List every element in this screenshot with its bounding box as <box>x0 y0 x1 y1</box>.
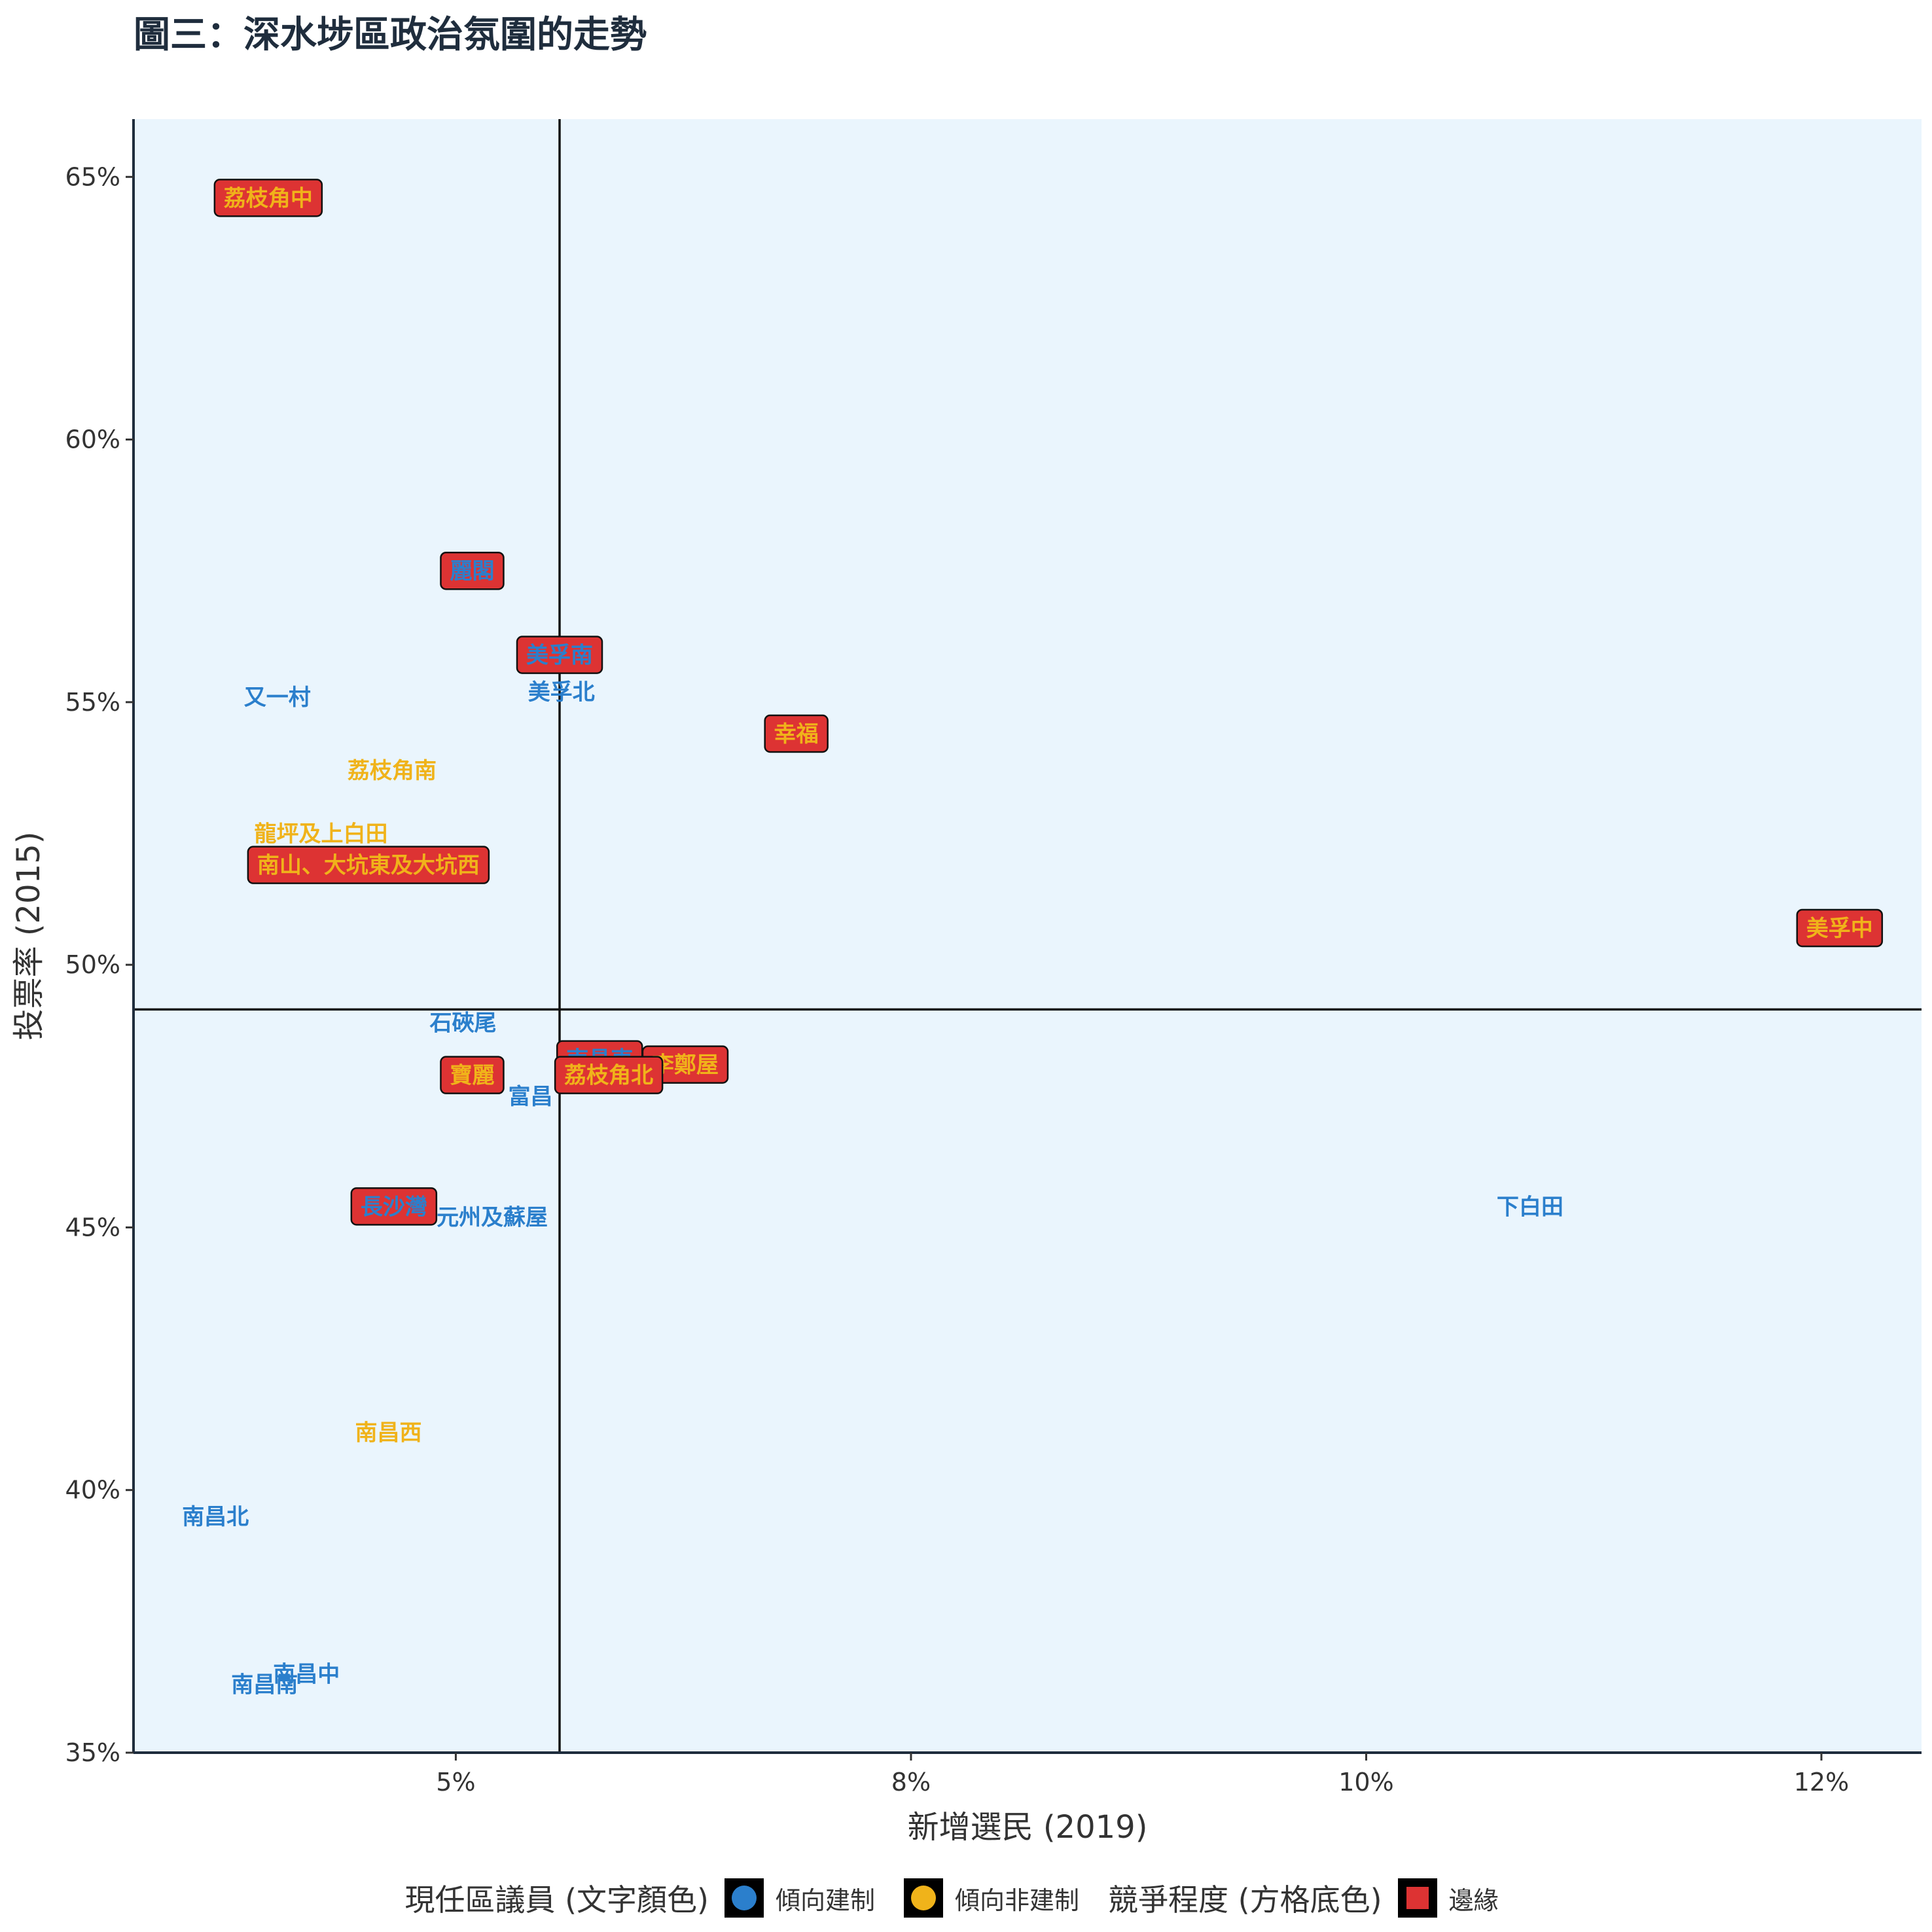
y-tick-label: 40% <box>65 1476 120 1505</box>
point-label: 南昌北 <box>182 1504 249 1530</box>
data-point: 富昌 <box>508 1084 552 1110</box>
x-axis-ticks: 5% 8% 10% 12% <box>436 1753 1849 1797</box>
legend-dot-icon <box>731 1886 757 1910</box>
data-point: 元州及蘇屋 <box>437 1204 548 1230</box>
axes <box>132 119 1922 1754</box>
data-point: 荔枝角南 <box>348 758 437 784</box>
y-tick-label: 50% <box>65 950 120 979</box>
marginal-box <box>247 846 490 884</box>
point-label: 龍坪及上白田 <box>255 821 388 847</box>
y-axis-ticks: 35% 40% 45% 50% 55% 60% 65% <box>65 162 134 1767</box>
x-tick-label: 12% <box>1794 1768 1849 1797</box>
y-tick-label: 65% <box>65 162 120 191</box>
y-tick-label: 55% <box>65 688 120 717</box>
legend-competition-title: 競爭程度 (方格底色) <box>1108 1882 1382 1918</box>
legend-label-marginal: 邊緣 <box>1448 1886 1499 1915</box>
legend-dot-icon <box>910 1886 936 1910</box>
point-label: 南山、大坑東及大坑西 <box>257 853 480 879</box>
point-label: 荔枝角中 <box>224 185 313 211</box>
data-point: 又一村 <box>244 685 311 711</box>
data-point: 美孚北 <box>528 679 595 706</box>
y-tick-label: 45% <box>65 1213 120 1242</box>
marginal-box <box>764 714 829 753</box>
chart-title: 圖三：深水埗區政治氛圍的走勢 <box>134 14 647 56</box>
legend-square-icon <box>1406 1887 1429 1909</box>
data-point: 南昌南 <box>231 1672 298 1698</box>
point-label: 南昌西 <box>355 1420 421 1446</box>
point-label: 石硤尾 <box>429 1010 497 1036</box>
data-point: 南昌西 <box>355 1420 421 1446</box>
point-label: 美孚北 <box>528 679 595 706</box>
x-axis-title: 新增選民 (2019) <box>908 1809 1148 1846</box>
data-point: 下白田 <box>1497 1194 1564 1220</box>
marginal-box <box>350 1187 438 1226</box>
y-tick-label: 60% <box>65 425 120 454</box>
legend: 現任區議員 (文字顏色) 傾向建制 傾向非建制 競爭程度 (方格底色) 邊緣 <box>0 1872 1932 1924</box>
marginal-box <box>1796 908 1884 948</box>
point-label: 富昌 <box>508 1084 552 1110</box>
marginal-box <box>440 551 505 590</box>
x-tick-label: 5% <box>436 1768 475 1797</box>
legend-label-non-establishment: 傾向非建制 <box>954 1886 1079 1915</box>
data-point: 美孚南 <box>516 635 603 674</box>
point-label: 下白田 <box>1497 1194 1564 1220</box>
y-axis-title: 投票率 (2015) <box>10 832 47 1041</box>
point-label: 寶麗 <box>450 1063 494 1089</box>
data-point: 龍坪及上白田 <box>255 821 388 847</box>
reference-lines <box>134 119 1922 1753</box>
legend-incumbent-title: 現任區議員 (文字顏色) <box>404 1882 709 1918</box>
marginal-box <box>554 1056 664 1094</box>
data-point: 荔枝角中 <box>213 179 323 217</box>
data-point: 荔枝角北 <box>554 1056 664 1094</box>
point-label: 美孚中 <box>1806 916 1873 942</box>
point-label: 元州及蘇屋 <box>437 1204 548 1230</box>
point-label: 南昌中 <box>273 1662 340 1688</box>
marginal-box <box>440 1056 505 1094</box>
data-point: 南山、大坑東及大坑西 <box>247 846 490 884</box>
data-point: 南昌北 <box>182 1504 249 1530</box>
data-point: 幸福 <box>764 714 829 753</box>
point-label: 南昌南 <box>231 1672 298 1698</box>
marginal-box <box>213 179 323 217</box>
point-label: 美孚南 <box>526 643 593 669</box>
point-label: 又一村 <box>244 685 311 711</box>
y-tick-label: 35% <box>65 1738 120 1767</box>
point-label: 荔枝角南 <box>348 758 437 784</box>
data-point: 寶麗 <box>440 1056 505 1094</box>
x-tick-label: 8% <box>891 1768 931 1797</box>
legend-label-pro-establishment: 傾向建制 <box>775 1886 875 1915</box>
point-label: 幸福 <box>774 721 819 747</box>
point-label: 麗閣 <box>450 558 494 584</box>
data-point: 長沙灣 <box>350 1187 438 1226</box>
point-label: 長沙灣 <box>361 1194 427 1220</box>
legend-key-non-establishment <box>903 1878 943 1918</box>
legend-key-marginal <box>1397 1878 1437 1918</box>
marginal-box <box>516 635 603 674</box>
data-point: 美孚中 <box>1796 908 1884 948</box>
x-tick-label: 10% <box>1338 1768 1393 1797</box>
plot-panel <box>134 119 1922 1753</box>
data-point: 麗閣 <box>440 551 505 590</box>
point-label: 荔枝角北 <box>564 1063 653 1089</box>
data-point: 石硤尾 <box>429 1010 497 1036</box>
legend-key-pro-establishment <box>724 1878 764 1918</box>
data-point: 南昌中 <box>273 1662 340 1688</box>
